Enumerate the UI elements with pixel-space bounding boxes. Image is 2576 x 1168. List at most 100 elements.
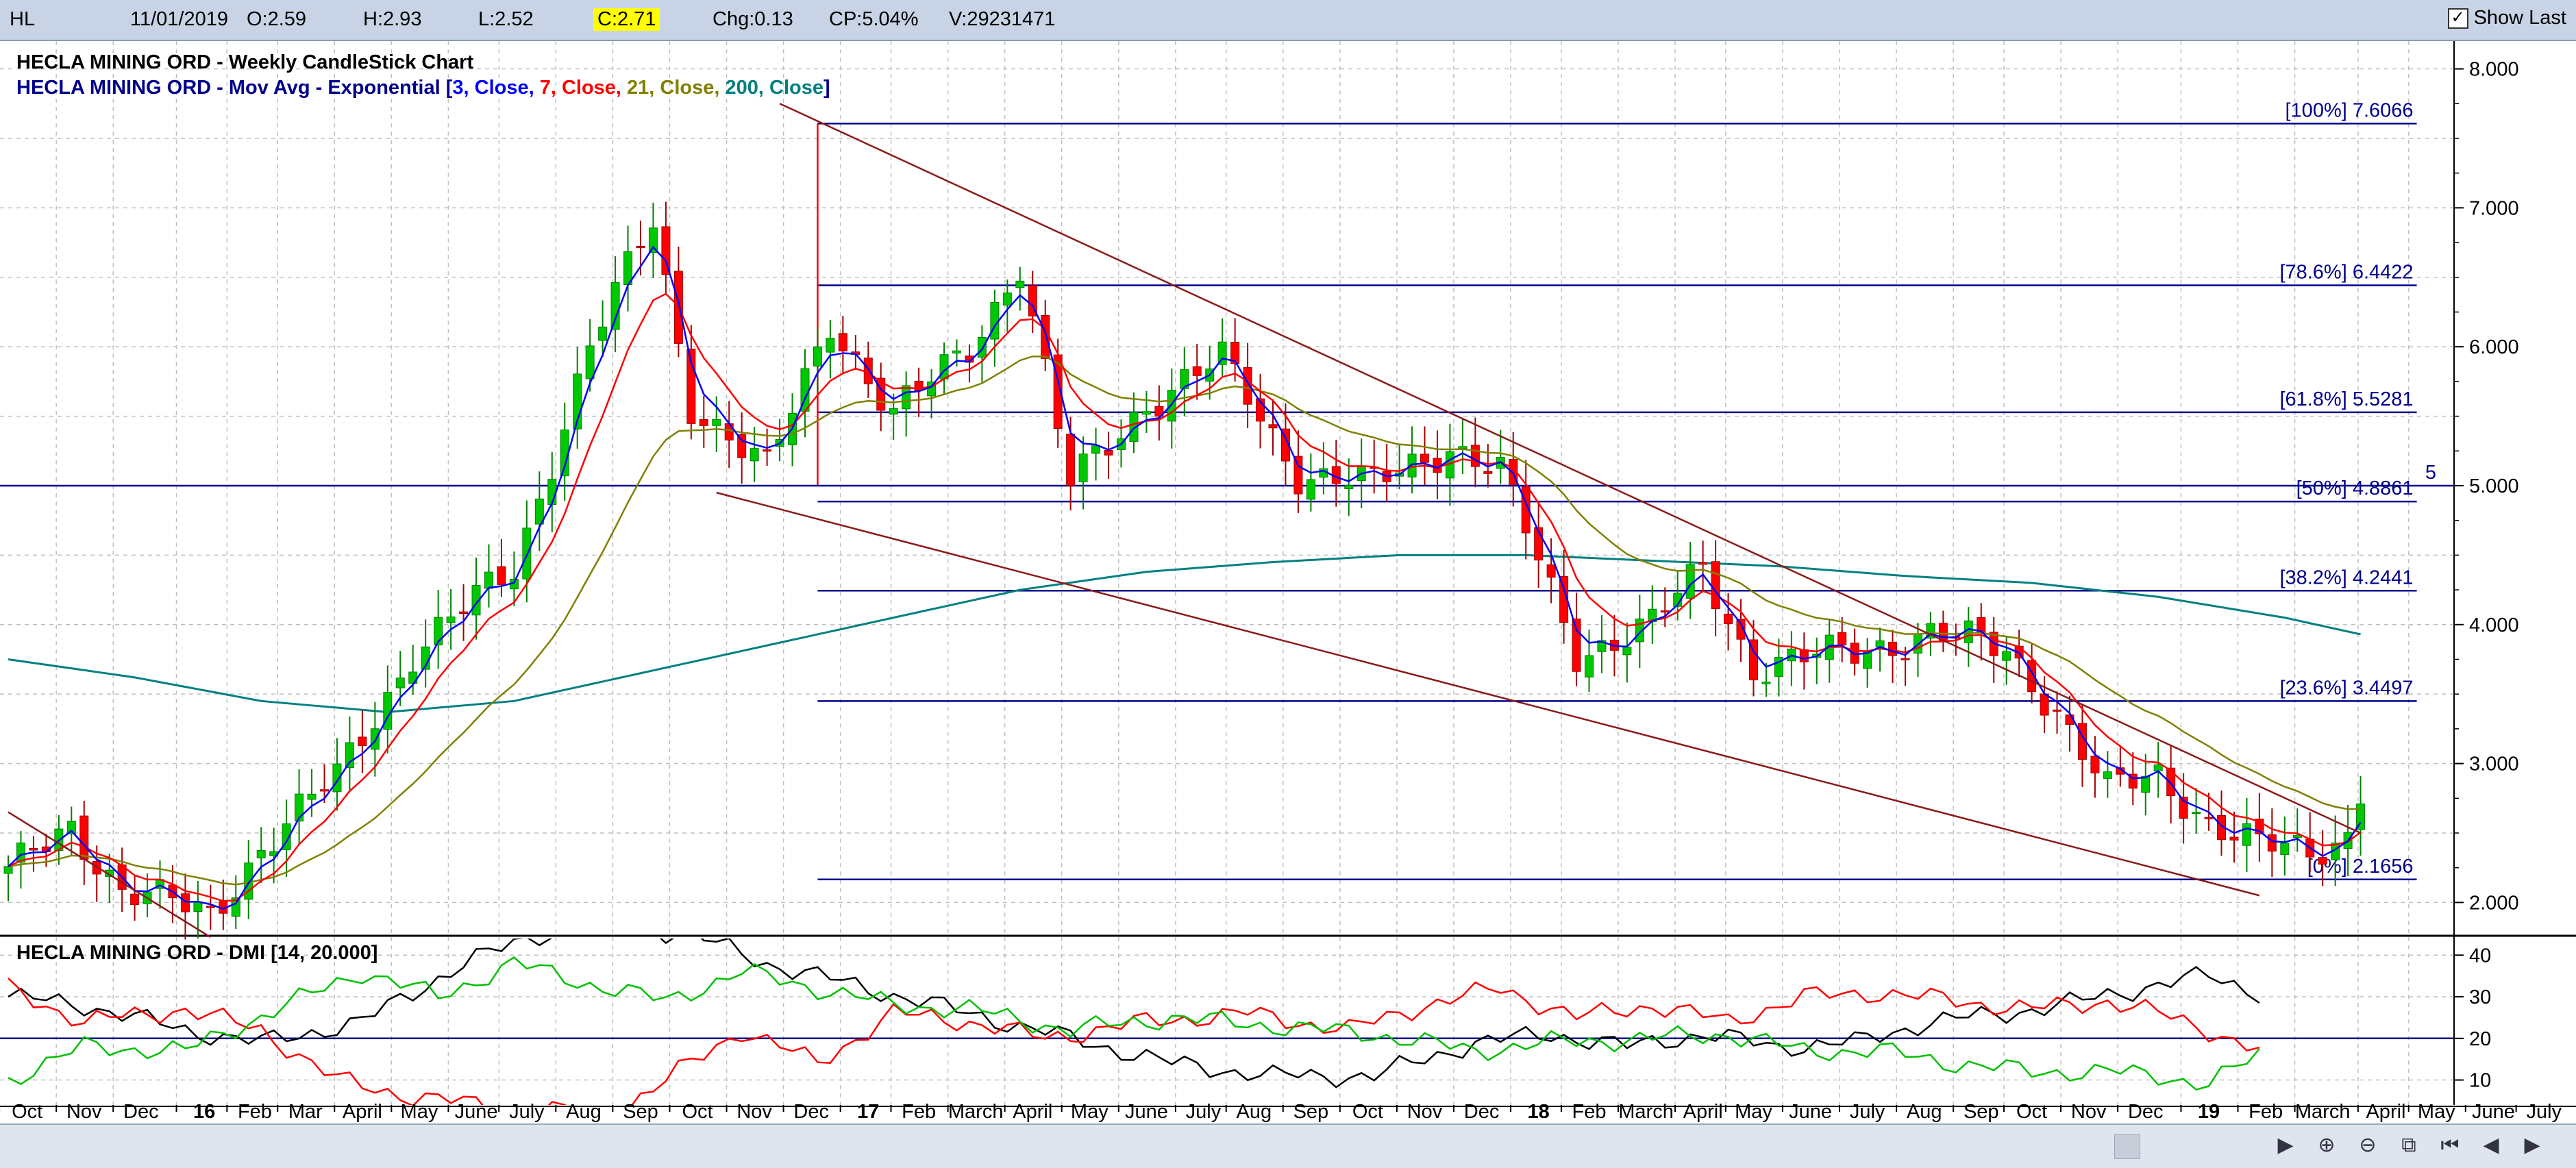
candle-body [484,571,493,589]
dmi-y-tick-label: 20 [2469,1028,2491,1050]
dmi-y-tick-label: 10 [2469,1070,2491,1092]
candle-body [1572,618,1581,672]
candle-body [712,419,721,426]
x-axis-label: June [1789,1101,1832,1123]
x-axis-label: Nov [2071,1101,2107,1123]
x-axis-label: March [1618,1101,1674,1123]
candle-body [2040,693,2049,716]
candle-body [345,742,354,769]
fibonacci-label: [38.2%] 4.2441 [2279,567,2413,588]
candle-body [1420,453,1430,463]
candle-body [1230,342,1240,364]
candle-body [598,326,608,341]
candle-body [1585,655,1594,678]
candle-body [1470,445,1480,467]
ema200-line [8,554,2361,714]
candle-body [1761,682,1771,684]
zoom-out-button[interactable]: ⊖ [2359,1134,2377,1156]
candle-body [2280,843,2290,856]
x-axis-label: Mar [288,1101,323,1123]
candle-body [459,611,469,614]
candle-body [763,449,772,452]
candle-body [2204,817,2214,819]
x-axis-label: 18 [1528,1101,1550,1123]
candle-body [434,617,443,646]
candle-body [2090,756,2100,773]
horizontal-level-label: 5 [2425,462,2436,484]
x-axis-label: July [1186,1101,1222,1123]
change-percent-value: CP:5.04% [829,8,919,30]
fibonacci-label: [23.6%] 3.4497 [2279,677,2413,699]
previous-button[interactable]: ◀ [2483,1134,2499,1156]
zoom-in-button[interactable]: ⊕ [2318,1134,2336,1156]
y-tick-label: 5.000 [2469,475,2519,497]
candle-body [750,448,759,462]
candle-body [497,566,506,585]
candle-body [737,434,747,458]
x-axis-label: April [1013,1101,1052,1123]
x-axis-label: April [343,1101,382,1123]
candle-body [395,678,405,688]
candle-body [180,893,190,912]
show-last-checkbox[interactable]: ✓ [2447,8,2468,29]
scroll-right-button[interactable]: ▶ [2277,1134,2294,1156]
dmi-series-line [8,939,2260,1089]
ema3-line [8,245,2362,910]
close-value: C:2.71 [593,8,660,31]
candle-body [105,869,114,877]
x-axis-label: April [1683,1101,1723,1123]
low-value: L:2.52 [478,8,534,30]
candle-body [307,793,317,800]
candle-body [1483,471,1493,474]
x-axis-label: Sep [623,1101,658,1123]
x-axis-label: July [509,1101,545,1123]
fibonacci-label: [78.6%] 6.4422 [2279,261,2413,283]
candle-body [79,815,89,860]
symbol-label: HL [10,8,36,30]
x-axis-label: May [2418,1101,2455,1123]
moving-average-legend: HECLA MINING ORD - Mov Avg - Exponential… [16,77,830,99]
x-axis-label: July [2526,1101,2562,1123]
x-axis-label: Sep [1293,1101,1329,1123]
candle-body [1458,446,1467,449]
ema21-line [8,355,2361,886]
candle-body [2153,765,2163,771]
candle-body [1066,434,1076,486]
candle-body [2141,775,2151,793]
candle-body [1736,619,1746,640]
fibonacci-label: [50%] 4.8861 [2296,477,2414,499]
pan-button[interactable]: ⧉ [2401,1134,2416,1156]
candle-body [661,226,671,275]
candle-body [2053,709,2062,712]
candle-body [1293,456,1303,495]
y-tick-label: 8.000 [2469,59,2519,81]
y-tick-label: 7.000 [2469,197,2519,219]
candle-body [1407,453,1417,477]
y-tick-label: 4.000 [2469,614,2519,636]
chart-area[interactable]: 8.000 7.000 6.000 5.000 4.000 3.000 2.000 [100%… [0,41,2576,1123]
x-axis-label: Oct [12,1101,42,1123]
candle-body [2192,812,2201,815]
x-axis-label: May [401,1101,438,1123]
candle-body [1167,390,1176,422]
x-axis-label: May [1071,1101,1109,1123]
x-axis-label: 19 [2198,1101,2220,1123]
dmi-series-line [8,978,2260,1105]
candle-body [648,227,658,253]
fibonacci-label: [100%] 7.6066 [2286,99,2414,121]
y-tick-label: 6.000 [2469,336,2519,358]
scrollbar-thumb[interactable] [2114,1134,2140,1159]
x-axis-label: Feb [1572,1101,1607,1123]
dmi-title: HECLA MINING ORD - DMI [14, 20.000] [16,942,377,964]
candle-body [534,498,544,525]
next-button[interactable]: ▶ [2524,1134,2540,1156]
candle-body [585,345,595,380]
x-axis-label: Nov [1407,1101,1443,1123]
first-page-button[interactable]: ⏮ [2440,1134,2460,1156]
show-last-toggle[interactable]: ✓ Show Last [2447,7,2566,29]
open-value: O:2.59 [247,8,307,30]
candle-body [1888,642,1898,656]
x-axis-label: April [2366,1101,2405,1123]
dmi-series-line [8,956,2260,1091]
candle-body [1724,613,1733,625]
